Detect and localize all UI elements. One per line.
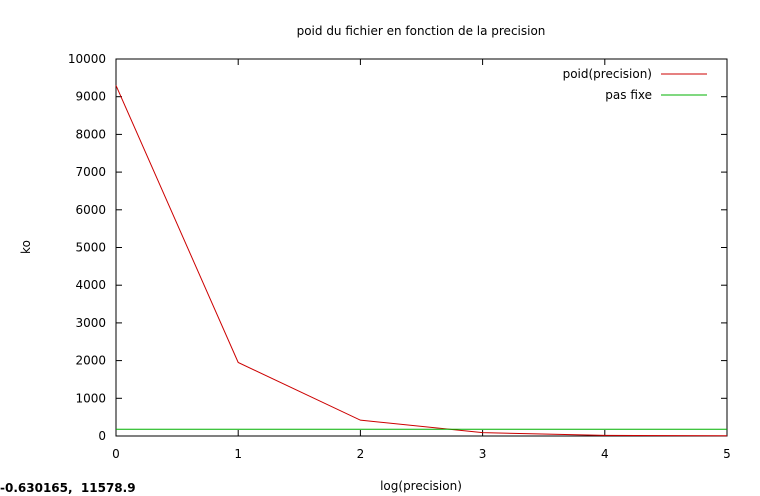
y-tick-label: 10000 bbox=[68, 52, 106, 66]
y-tick-label: 0 bbox=[98, 429, 106, 443]
axis-ticks: 0 1000 2000 3000 4000 5000 6000 7000 8000 9000 100… bbox=[68, 52, 731, 461]
chart-title: poid du fichier en fonction de la precis… bbox=[297, 24, 546, 38]
y-tick-label: 9000 bbox=[75, 90, 106, 104]
y-tick-label: 7000 bbox=[75, 165, 106, 179]
coordinate-readout: -0.630165, 11578.9 bbox=[0, 481, 136, 495]
x-tick-label: 5 bbox=[723, 447, 731, 461]
series-line-0 bbox=[115, 85, 728, 437]
x-tick-label: 2 bbox=[357, 447, 365, 461]
y-tick-label: 4000 bbox=[75, 278, 106, 292]
x-tick-label: 1 bbox=[234, 447, 242, 461]
y-tick-label: 8000 bbox=[75, 127, 106, 141]
y-tick-label: 3000 bbox=[75, 316, 106, 330]
x-tick-label: 0 bbox=[112, 447, 120, 461]
legend-label: poid(precision) bbox=[563, 67, 652, 81]
y-tick-label: 6000 bbox=[75, 203, 106, 217]
y-axis-label: ko bbox=[19, 240, 33, 254]
series-group bbox=[115, 85, 728, 437]
y-tick-label: 5000 bbox=[75, 241, 106, 255]
x-axis-label: log(precision) bbox=[380, 479, 462, 493]
x-tick-label: 4 bbox=[601, 447, 609, 461]
legend: poid(precision) pas fixe bbox=[563, 67, 707, 102]
y-tick-label: 1000 bbox=[75, 391, 106, 405]
y-tick-label: 2000 bbox=[75, 354, 106, 368]
x-tick-label: 3 bbox=[479, 447, 487, 461]
plot-frame bbox=[115, 58, 728, 437]
legend-label: pas fixe bbox=[605, 88, 652, 102]
